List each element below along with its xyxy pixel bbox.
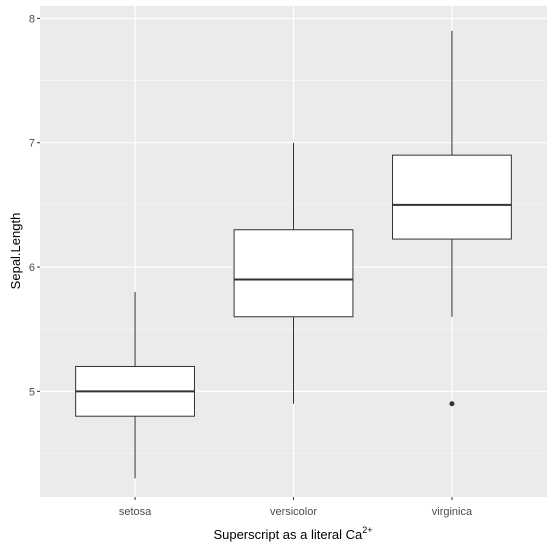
boxes-layer <box>75 30 512 479</box>
x-tick-label-virginica: virginica <box>432 506 473 518</box>
box-virginica <box>392 30 512 407</box>
y-axis-ticks: 5 6 7 8 <box>29 13 40 398</box>
x-axis-title-superscript: 2+ <box>362 525 372 535</box>
x-axis-title-text: Superscript as a literal Ca <box>213 527 363 542</box>
iqr-box-versicolor <box>233 229 354 318</box>
box-versicolor <box>233 142 354 404</box>
y-tick-label-1: 6 <box>29 262 35 274</box>
x-axis-ticks: setosa versicolor virginica <box>119 497 473 518</box>
y-tick-label-0: 5 <box>29 386 35 398</box>
x-tick-label-versicolor: versicolor <box>270 506 317 518</box>
x-axis-title: Superscript as a literal Ca2+ <box>213 525 372 542</box>
y-axis-title: Sepal.Length <box>8 213 23 290</box>
outlier-point-virginica-0 <box>449 401 455 407</box>
x-tick-label-setosa: setosa <box>119 506 152 518</box>
y-tick-label-2: 7 <box>29 138 35 150</box>
iqr-box-virginica <box>392 154 512 240</box>
y-tick-label-3: 8 <box>29 13 35 25</box>
box-setosa <box>75 291 195 479</box>
